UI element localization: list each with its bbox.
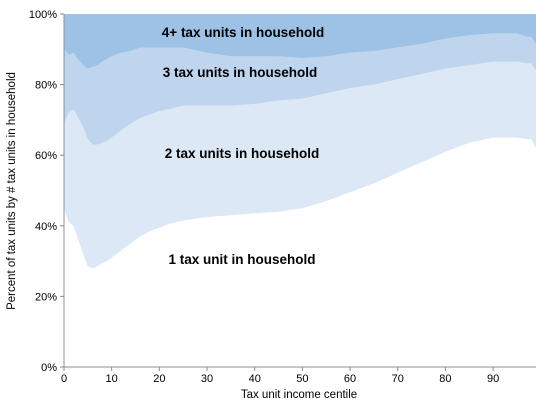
y-tick-label: 40%	[35, 221, 57, 233]
y-tick-label: 80%	[35, 80, 57, 92]
area-series-1	[64, 137, 536, 367]
area-series-group	[64, 14, 536, 367]
y-tick-label: 20%	[35, 291, 57, 303]
y-tick-label: 100%	[29, 9, 57, 21]
x-tick-label: 20	[153, 373, 165, 385]
x-tick-label: 70	[392, 373, 404, 385]
series-label-3: 3 tax units in household	[163, 65, 318, 80]
x-tick-label: 10	[106, 373, 118, 385]
series-label-1: 1 tax unit in household	[168, 252, 315, 267]
x-axis-title: Tax unit income centile	[241, 389, 357, 401]
series-label-group: 1 tax unit in household 2 tax units in ho…	[162, 25, 324, 267]
area-series-2	[64, 61, 536, 269]
series-label-2: 2 tax units in household	[165, 146, 320, 161]
y-axis-title: Percent of tax units by # tax units in h…	[6, 72, 18, 310]
x-tick-label: 80	[439, 373, 451, 385]
y-tick-label: 0%	[41, 362, 57, 374]
series-label-4: 4+ tax units in household	[162, 25, 324, 40]
x-tick-label: 0	[61, 373, 67, 385]
y-tick-label: 60%	[35, 150, 57, 162]
area-series-3	[64, 33, 536, 145]
x-tick-label: 60	[344, 373, 356, 385]
x-tick-label: 90	[487, 373, 499, 385]
x-tick-label: 50	[296, 373, 308, 385]
axes-group: 0% 20% 40% 60% 80% 100% 0 10 20 30 40 50 60 70 80 90	[29, 9, 536, 385]
x-tick-label: 30	[201, 373, 213, 385]
area-series-4	[64, 14, 536, 69]
x-tick-label: 40	[249, 373, 261, 385]
